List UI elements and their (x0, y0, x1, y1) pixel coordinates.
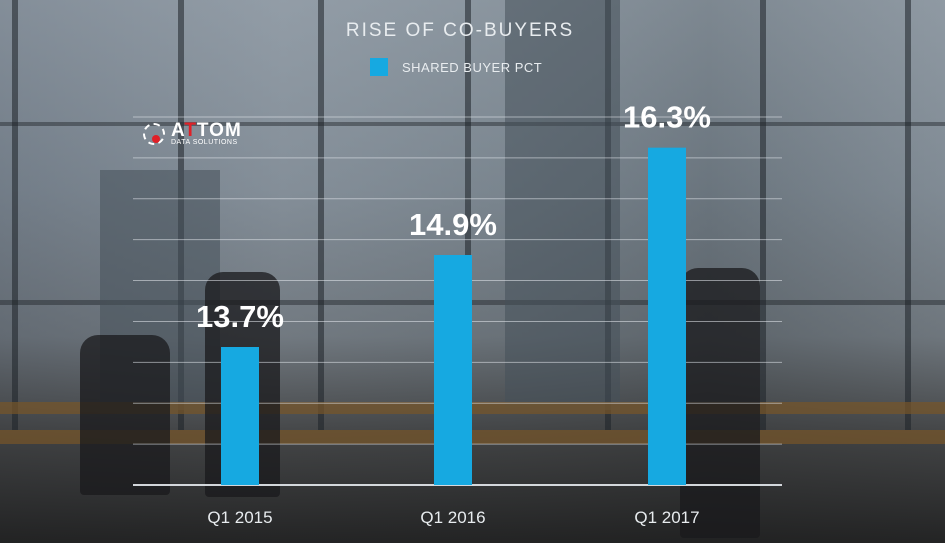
window-mullion (905, 0, 911, 430)
bar-q1-2017 (648, 147, 686, 485)
window-transom (0, 300, 945, 305)
data-label: 14.9% (409, 207, 497, 242)
window-mullion (12, 0, 18, 430)
legend: SHARED BUYER PCT (370, 58, 542, 76)
window-mullion (465, 0, 471, 430)
data-label: 13.7% (196, 299, 284, 334)
x-tick-label: Q1 2016 (420, 508, 485, 527)
background-building (505, 0, 620, 410)
window-mullion (760, 0, 766, 430)
x-tick-label: Q1 2015 (207, 508, 272, 527)
legend-swatch (370, 58, 388, 76)
data-label: 16.3% (623, 100, 711, 135)
person-silhouette (80, 335, 170, 495)
logo-mark-icon (143, 123, 165, 145)
attom-logo: ATTOM DATA SOLUTIONS (143, 120, 263, 152)
logo-wordmark: ATTOM (171, 120, 242, 141)
logo-tagline: DATA SOLUTIONS (171, 139, 238, 146)
bar-q1-2015 (221, 347, 259, 485)
window-transom (0, 122, 945, 126)
chart-title: RISE OF CO-BUYERS (345, 20, 575, 41)
x-tick-label: Q1 2017 (634, 508, 699, 527)
window-mullion (318, 0, 324, 430)
legend-label: SHARED BUYER PCT (402, 59, 543, 75)
bar-q1-2016 (434, 255, 472, 485)
